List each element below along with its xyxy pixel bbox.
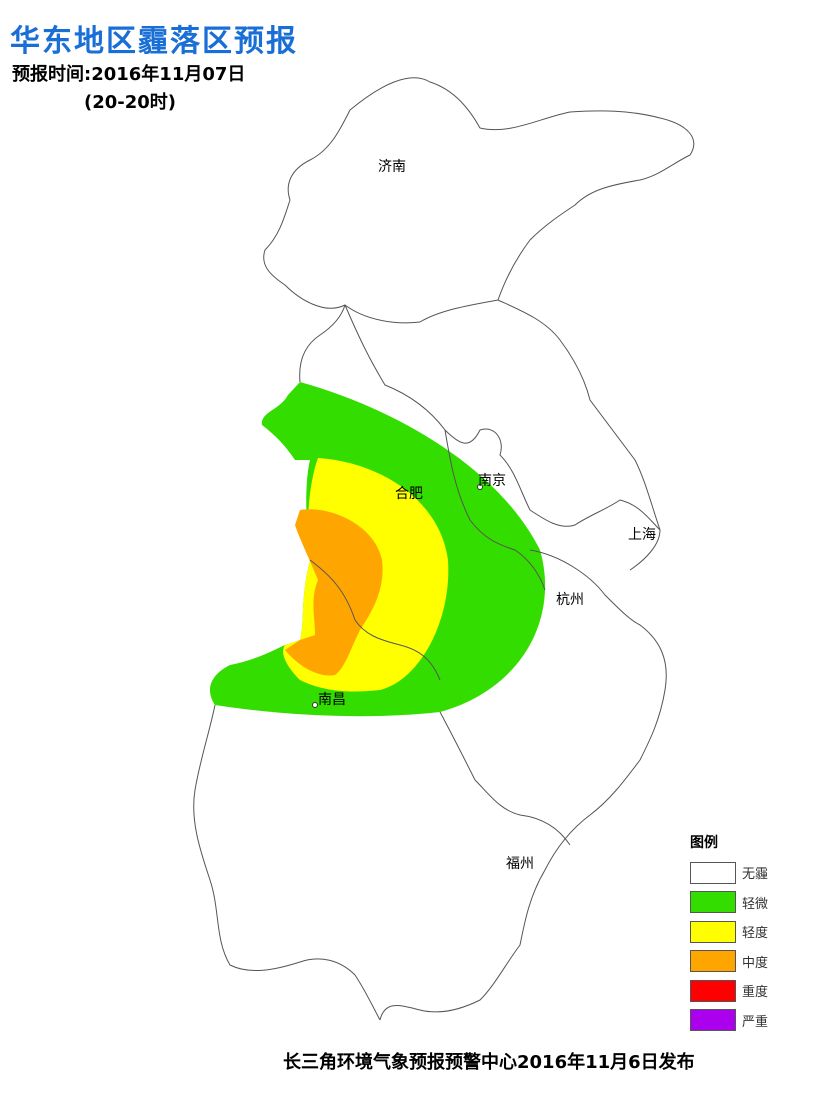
city-shanghai: 上海 bbox=[628, 527, 656, 543]
legend-item: 轻度 bbox=[690, 917, 800, 947]
legend-swatch bbox=[690, 891, 736, 914]
legend-swatch bbox=[690, 950, 736, 973]
city-hangzhou: 杭州 bbox=[556, 592, 584, 608]
city-nanjing: 南京 bbox=[478, 473, 506, 489]
nanchang-marker bbox=[312, 702, 318, 708]
legend-label: 严重 bbox=[742, 1014, 769, 1030]
city-nanchang: 南昌 bbox=[318, 692, 346, 708]
legend-label: 无霾 bbox=[742, 867, 769, 883]
publisher-footer: 长三角环境气象预报预警中心2016年11月6日发布 bbox=[283, 1052, 695, 1073]
legend-label: 中度 bbox=[742, 955, 769, 971]
legend-label: 轻微 bbox=[742, 896, 769, 912]
legend-swatch bbox=[690, 920, 736, 943]
haze-zone-moderate bbox=[285, 509, 383, 676]
legend-label: 轻度 bbox=[742, 926, 769, 942]
legend: 图例 无霾轻微轻度中度重度严重 bbox=[690, 832, 800, 1035]
forecast-period: (20-20时) bbox=[84, 92, 177, 113]
legend-swatch bbox=[690, 979, 736, 1002]
nanjing-marker bbox=[477, 484, 483, 490]
legend-label: 重度 bbox=[742, 985, 769, 1001]
legend-item: 轻微 bbox=[690, 888, 800, 918]
forecast-time: 预报时间:2016年11月07日 bbox=[12, 64, 246, 85]
legend-item: 重度 bbox=[690, 976, 800, 1006]
legend-item: 严重 bbox=[690, 1006, 800, 1036]
legend-swatch bbox=[690, 861, 736, 884]
legend-title: 图例 bbox=[690, 835, 718, 851]
legend-item: 中度 bbox=[690, 947, 800, 977]
map-title: 华东地区霾落区预报 bbox=[10, 24, 298, 59]
legend-item: 无霾 bbox=[690, 858, 800, 888]
legend-swatch bbox=[690, 1009, 736, 1032]
city-hefei: 合肥 bbox=[395, 486, 423, 502]
city-jinan: 济南 bbox=[378, 159, 406, 175]
province-boundaries bbox=[193, 77, 695, 1021]
city-fuzhou: 福州 bbox=[506, 856, 534, 872]
